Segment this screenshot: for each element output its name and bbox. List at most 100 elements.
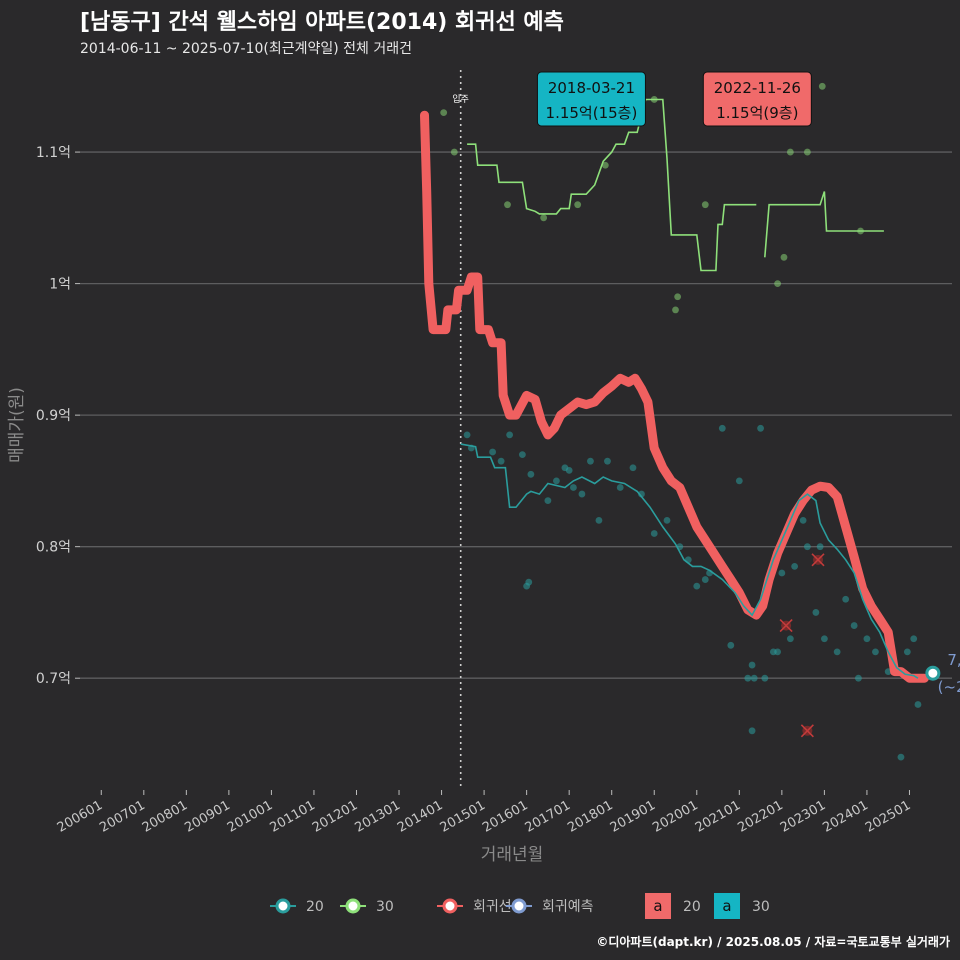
scatter-point-20 — [778, 569, 786, 577]
x-tick-label: 202201 — [735, 798, 785, 836]
y-axis-title: 매매가(원) — [7, 387, 27, 463]
y-tick-label: 1억 — [49, 277, 71, 293]
scatter-point-20 — [799, 516, 807, 524]
scatter-point-20 — [489, 448, 497, 456]
scatter-point-20 — [463, 431, 471, 439]
forecast-point — [925, 665, 941, 681]
scatter-point-20 — [578, 490, 586, 498]
scatter-point-20 — [914, 701, 922, 708]
series-20-line — [460, 443, 919, 679]
scatter-point-20 — [497, 457, 505, 465]
scatter-point-20 — [757, 424, 764, 432]
scatter-point-20 — [863, 635, 871, 643]
scatter-point-20 — [812, 609, 820, 616]
x-tick-label: 202301 — [778, 798, 828, 836]
x-tick-label: 200601 — [55, 798, 105, 836]
x-tick-label: 201501 — [438, 798, 488, 836]
scatter-point-30 — [440, 109, 448, 117]
scatter-point-20 — [820, 635, 828, 643]
x-tick-label: 201301 — [353, 798, 403, 836]
outlier-cross — [800, 724, 814, 738]
legend-label: 20 — [683, 899, 701, 915]
x-axis-title: 거래년월 — [481, 845, 544, 865]
x-tick-label: 200801 — [140, 798, 190, 836]
scatter-point-20 — [833, 648, 841, 656]
legend-box-glyph: a — [653, 897, 662, 915]
scatter-point-20 — [897, 753, 905, 761]
scatter-point-30 — [780, 253, 788, 261]
legend-box-key — [714, 893, 740, 919]
x-tick-label: 202001 — [650, 798, 700, 836]
annotation-date: 2018-03-21 — [548, 79, 635, 97]
annotation-box — [536, 71, 646, 127]
scatter-point-30 — [672, 306, 679, 314]
scatter-point-30 — [450, 148, 458, 156]
scatter-point-30 — [504, 201, 511, 209]
scatter-point-30 — [803, 148, 811, 156]
scatter-point-20 — [544, 497, 552, 505]
series-30-line — [467, 98, 884, 272]
scatter-point-20 — [816, 543, 824, 551]
legend-label: 20 — [306, 899, 324, 915]
x-tick-label: 202101 — [693, 798, 743, 836]
scatter-point-20 — [910, 635, 918, 643]
scatter-point-20 — [604, 457, 611, 465]
outlier-cross — [811, 553, 825, 567]
forecast-area-label: (~20㎡) — [938, 678, 960, 696]
scatter-point-20 — [786, 635, 794, 643]
scatter-point-20 — [850, 622, 858, 629]
scatter-point-20 — [616, 484, 624, 491]
scatter-point-20 — [527, 470, 535, 478]
chart-subtitle: 2014-06-11 ~ 2025-07-10(최근계약일) 전체 거래건 — [80, 41, 412, 57]
x-tick-label: 202501 — [863, 798, 913, 836]
scatter-point-20 — [842, 595, 850, 603]
scatter-point-20 — [565, 466, 573, 474]
x-tick-label: 201201 — [310, 798, 360, 836]
scatter-point-20 — [735, 477, 743, 485]
scatter-point-30 — [786, 148, 794, 156]
scatter-point-20 — [663, 516, 671, 524]
scatter-point-20 — [553, 477, 560, 485]
series-regression-line — [420, 110, 929, 683]
scatter-point-20 — [587, 457, 594, 465]
x-tick-label: 201001 — [225, 798, 275, 836]
legend-label: 회귀예측 — [542, 899, 594, 915]
scatter-point-20 — [525, 578, 533, 586]
y-tick-label: 0.8억 — [36, 540, 71, 556]
x-tick-label: 201901 — [608, 798, 658, 836]
legend-label: 회귀선 — [473, 899, 512, 915]
scatter-point-30 — [818, 82, 826, 90]
scatter-point-20 — [903, 648, 911, 656]
scatter-point-20 — [872, 648, 879, 656]
y-tick-label: 0.7억 — [36, 671, 71, 687]
chart-title: [남동구] 간석 웰스하임 아파트(2014) 회귀선 예측 — [80, 10, 564, 35]
scatter-point-20 — [855, 674, 862, 682]
legend-point-key — [511, 898, 527, 914]
scatter-point-20 — [701, 576, 709, 583]
move-in-label: 입주 — [452, 93, 469, 105]
annotation-box — [702, 71, 812, 127]
scatter-point-20 — [650, 530, 658, 537]
scatter-point-20 — [718, 424, 726, 432]
legend-point-key — [275, 898, 291, 914]
scatter-point-20 — [727, 641, 735, 649]
x-tick-label: 200901 — [182, 798, 232, 836]
scatter-point-20 — [748, 661, 756, 669]
legend-label: 30 — [376, 899, 394, 915]
source-caption: ©디아파트(dapt.kr) / 2025.08.05 / 자료=국토교통부 실… — [596, 935, 950, 949]
x-tick-label: 201601 — [480, 798, 530, 836]
scatter-point-20 — [750, 674, 758, 682]
legend-box-glyph: a — [722, 897, 731, 915]
annotation-value: 1.15억(9층) — [716, 104, 798, 122]
legend-box-key — [645, 893, 671, 919]
y-tick-label: 0.9억 — [36, 408, 71, 424]
scatter-point-20 — [748, 727, 756, 735]
scatter-point-20 — [744, 674, 752, 682]
legend-point-key — [442, 898, 458, 914]
scatter-point-30 — [540, 214, 548, 222]
x-tick-label: 201101 — [267, 798, 317, 836]
scatter-point-30 — [574, 201, 582, 209]
x-tick-label: 201801 — [565, 798, 615, 836]
